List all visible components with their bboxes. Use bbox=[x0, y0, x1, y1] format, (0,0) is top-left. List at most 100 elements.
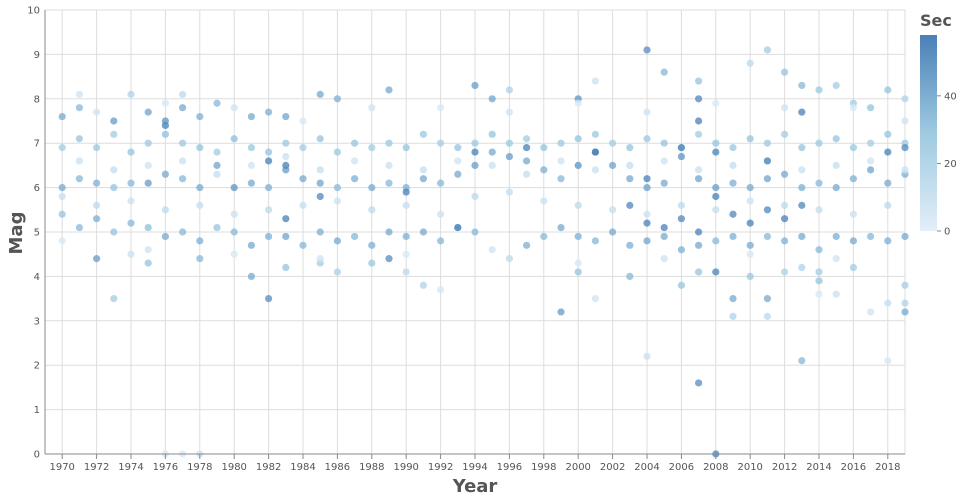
x-tick-label: 2012 bbox=[772, 462, 797, 473]
x-tick-label: 2000 bbox=[565, 462, 590, 473]
data-point bbox=[591, 295, 600, 303]
data-point bbox=[161, 99, 169, 107]
data-point bbox=[626, 241, 634, 249]
data-point bbox=[419, 166, 427, 174]
data-point bbox=[574, 135, 582, 143]
data-point bbox=[781, 104, 789, 112]
data-point bbox=[265, 108, 273, 116]
data-point bbox=[695, 166, 703, 174]
data-point bbox=[471, 139, 479, 147]
data-point bbox=[282, 152, 290, 161]
data-point bbox=[626, 144, 634, 152]
data-point bbox=[574, 201, 582, 209]
data-point bbox=[763, 232, 772, 241]
data-point bbox=[179, 228, 187, 236]
data-point bbox=[454, 223, 462, 232]
data-point bbox=[523, 135, 531, 143]
data-point bbox=[333, 95, 341, 103]
data-point bbox=[488, 246, 496, 254]
data-point bbox=[282, 232, 290, 241]
data-point bbox=[781, 215, 789, 223]
data-point bbox=[815, 139, 823, 147]
data-point bbox=[746, 59, 754, 67]
y-tick-label: 10 bbox=[27, 6, 40, 17]
data-point bbox=[58, 112, 66, 121]
data-point bbox=[540, 144, 548, 152]
data-point bbox=[695, 117, 703, 125]
data-point bbox=[695, 175, 703, 183]
x-tick-label: 1986 bbox=[325, 462, 350, 473]
data-point bbox=[230, 104, 238, 112]
data-point bbox=[351, 157, 359, 165]
data-point bbox=[402, 144, 410, 152]
data-point bbox=[144, 259, 152, 267]
data-point bbox=[609, 228, 617, 236]
data-point bbox=[643, 46, 651, 54]
data-point bbox=[196, 201, 204, 209]
y-tick-label: 3 bbox=[34, 316, 40, 327]
data-point bbox=[247, 144, 255, 152]
data-point bbox=[763, 139, 772, 147]
data-point bbox=[419, 281, 427, 289]
data-point bbox=[884, 86, 892, 94]
data-point bbox=[746, 135, 754, 143]
data-point bbox=[591, 166, 600, 174]
x-tick-label: 1998 bbox=[531, 462, 556, 473]
data-point bbox=[488, 161, 496, 169]
data-point bbox=[729, 144, 737, 152]
data-point bbox=[746, 241, 754, 249]
data-point bbox=[591, 148, 600, 156]
data-point bbox=[282, 161, 290, 169]
data-point bbox=[230, 135, 238, 143]
data-point bbox=[643, 135, 651, 143]
x-tick-label: 1974 bbox=[118, 462, 143, 473]
data-point bbox=[626, 161, 634, 169]
data-point bbox=[179, 139, 187, 147]
data-point bbox=[230, 210, 238, 218]
data-point bbox=[75, 104, 83, 112]
data-point bbox=[609, 161, 617, 169]
data-point bbox=[161, 232, 169, 241]
data-point bbox=[798, 357, 806, 365]
data-point bbox=[505, 152, 513, 161]
data-point bbox=[437, 104, 445, 112]
data-point bbox=[798, 184, 806, 192]
data-point bbox=[815, 246, 823, 254]
y-tick-label: 1 bbox=[34, 405, 40, 416]
data-point bbox=[333, 237, 341, 245]
data-point bbox=[609, 206, 617, 214]
data-point bbox=[505, 108, 513, 116]
data-point bbox=[75, 157, 83, 165]
data-point bbox=[712, 99, 720, 107]
legend-tick-label: 20 bbox=[944, 159, 957, 170]
data-point bbox=[746, 184, 754, 192]
data-point bbox=[884, 299, 892, 307]
data-point bbox=[712, 206, 720, 214]
data-point bbox=[265, 184, 273, 192]
data-point bbox=[368, 206, 376, 214]
data-point bbox=[437, 286, 445, 294]
data-point bbox=[230, 228, 238, 236]
data-point bbox=[110, 184, 118, 192]
data-point bbox=[643, 108, 651, 116]
legend-tick-label: 0 bbox=[944, 227, 950, 238]
data-point bbox=[58, 210, 66, 218]
data-point bbox=[196, 255, 204, 263]
data-point bbox=[144, 139, 152, 147]
data-point bbox=[93, 201, 101, 209]
data-point bbox=[677, 152, 686, 161]
data-point bbox=[867, 166, 875, 174]
data-point bbox=[402, 232, 410, 241]
data-point bbox=[798, 166, 806, 174]
data-point bbox=[540, 232, 548, 241]
data-point bbox=[660, 139, 668, 147]
data-point bbox=[58, 237, 66, 245]
data-point bbox=[368, 184, 376, 192]
data-point bbox=[574, 99, 582, 107]
y-tick-label: 5 bbox=[34, 228, 40, 239]
data-point bbox=[316, 179, 324, 187]
data-point bbox=[660, 232, 668, 241]
data-point bbox=[110, 295, 118, 303]
data-point bbox=[660, 223, 668, 232]
